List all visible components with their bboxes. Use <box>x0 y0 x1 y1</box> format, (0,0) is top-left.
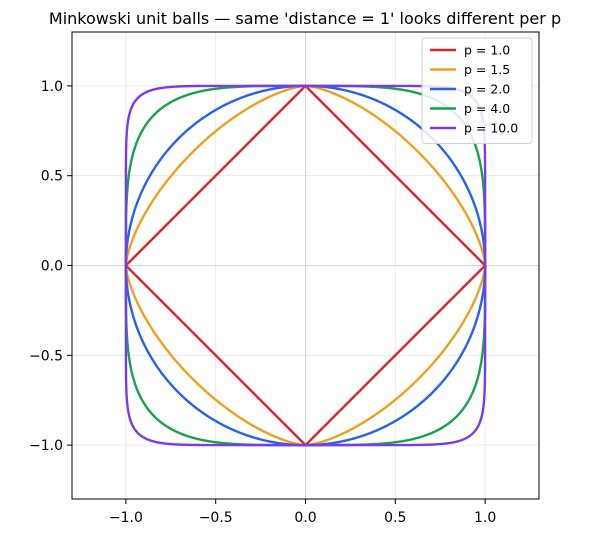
axis-reference-lines <box>72 32 539 499</box>
x-tick-label: 1.0 <box>474 510 496 526</box>
legend-label: p = 10.0 <box>464 121 518 136</box>
x-tick-label: −1.0 <box>109 510 143 526</box>
tick-layer: −1.0 −0.5 0.0 0.5 1.0 −1.0 −0.5 0.0 0.5 1.0 <box>29 79 496 526</box>
legend-label: p = 1.5 <box>464 62 510 77</box>
y-tick-label: 0.0 <box>41 259 63 275</box>
legend-label: p = 4.0 <box>464 101 510 116</box>
legend-box <box>421 37 533 144</box>
legend-label: p = 2.0 <box>464 82 510 97</box>
y-tick-label: 0.5 <box>41 169 63 185</box>
legend: p = 1.0 p = 1.5 p = 2.0 p = 4.0 p = 10.0 <box>421 37 533 144</box>
y-tick-label: 1.0 <box>41 79 63 95</box>
y-tick-label: −0.5 <box>29 348 63 364</box>
x-tick-label: −0.5 <box>199 510 233 526</box>
legend-label: p = 1.0 <box>464 43 510 58</box>
x-tick-label: 0.5 <box>384 510 406 526</box>
chart-title: Minkowski unit balls — same 'distance = … <box>49 9 561 28</box>
y-tick-label: −1.0 <box>29 438 63 454</box>
x-tick-label: 0.0 <box>294 510 316 526</box>
